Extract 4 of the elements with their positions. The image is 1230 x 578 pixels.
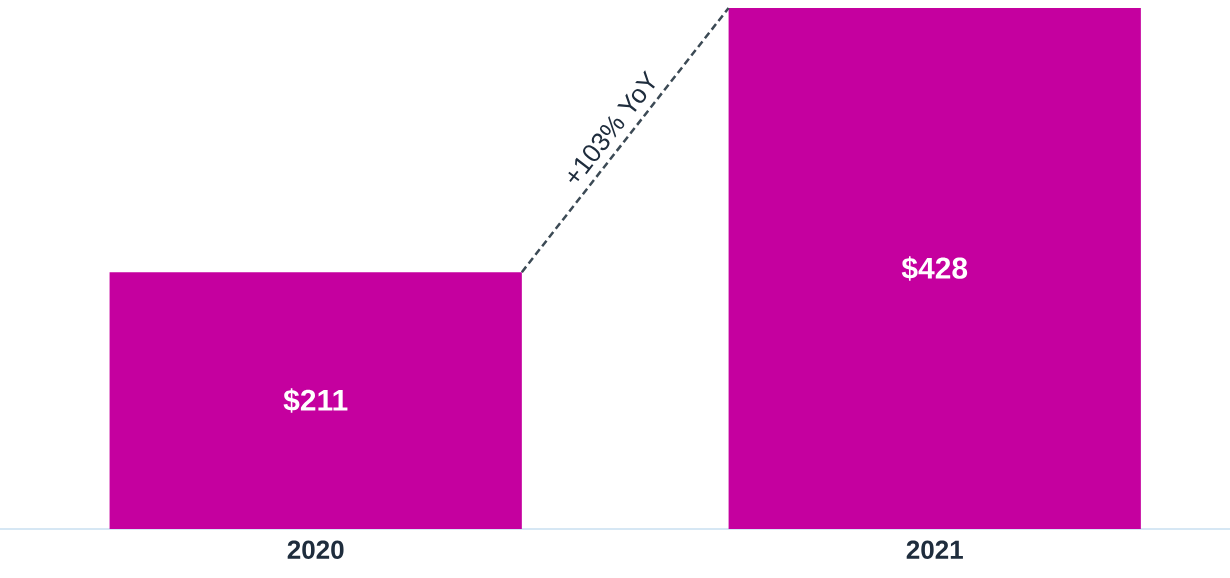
- x-tick-label: 2021: [906, 540, 963, 559]
- x-tick-label: 2020: [287, 540, 344, 559]
- data-label: $428: [901, 256, 968, 281]
- data-label: $211: [283, 388, 348, 413]
